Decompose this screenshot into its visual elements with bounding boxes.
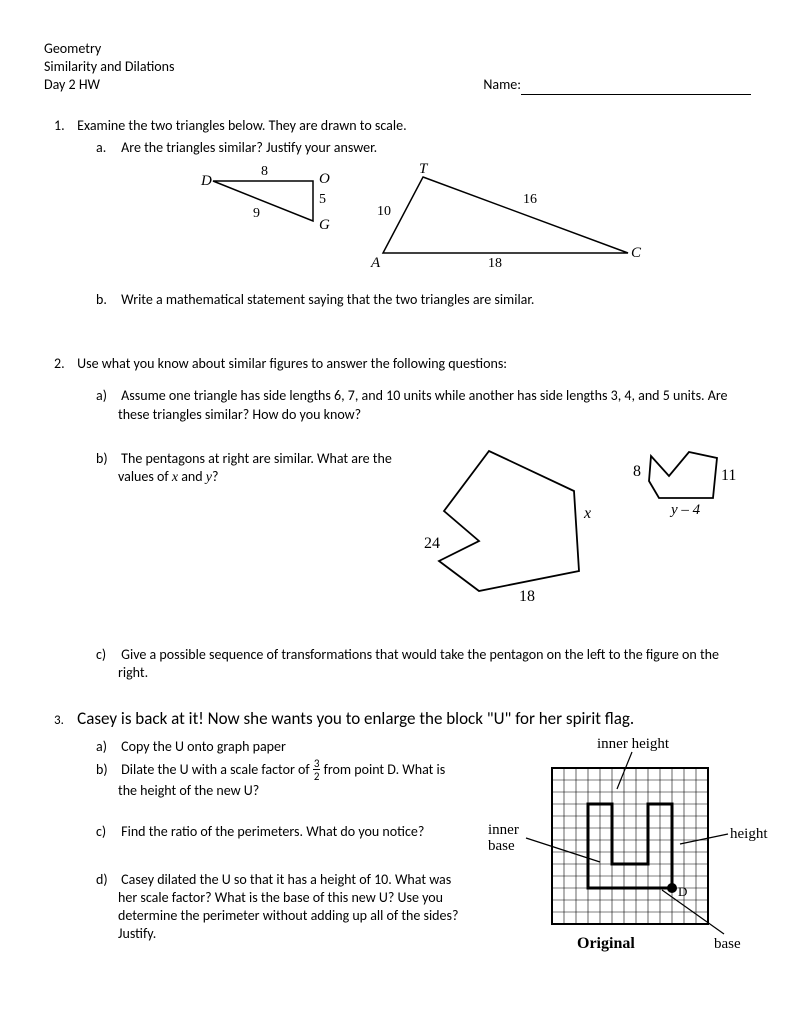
pent-18: 18	[519, 588, 535, 605]
q3c-letter: c)	[96, 823, 118, 841]
pentagon-small: 8 11 y – 4	[619, 446, 739, 536]
vertex-d: D	[200, 173, 212, 189]
q2b-t1: The pentagons at right are similar. What…	[118, 450, 392, 485]
question-3: 3. Casey is back at it! Now she wants yo…	[44, 708, 751, 964]
lbl-inner-height: inner height	[597, 736, 670, 752]
q2c-text: Give a possible sequence of transformati…	[118, 646, 719, 681]
side-18: 18	[488, 256, 502, 271]
vertex-o: O	[319, 171, 330, 187]
q2a-letter: a)	[96, 387, 118, 405]
q3a-text: Copy the U onto graph paper	[121, 738, 286, 755]
side-9: 9	[253, 206, 260, 221]
q2b-and: and	[178, 468, 206, 485]
lbl-inner-base: innerbase	[488, 822, 519, 854]
q3a-letter: a)	[96, 738, 118, 756]
q3-title: Casey is back at it! Now she wants you t…	[77, 708, 634, 729]
q1b-letter: b.	[96, 291, 118, 309]
name-field: Name:	[483, 76, 751, 94]
q2b-letter: b)	[96, 450, 118, 468]
q1a-text: Are the triangles similar? Justify your …	[121, 139, 377, 156]
q1a-letter: a.	[96, 139, 118, 157]
u-figure: inner height D innerbase height	[482, 734, 782, 964]
vertex-a: A	[370, 255, 381, 271]
q1-figures: D O G 8 5 9 T A C 16 10 18	[74, 163, 751, 273]
q3-number: 3.	[54, 713, 74, 730]
lbl-original: Original	[577, 935, 635, 952]
q1-number: 1.	[54, 117, 74, 135]
header: Geometry Similarity and Dilations Day 2 …	[44, 40, 751, 95]
q2b-text: The pentagons at right are similar. What…	[118, 450, 392, 485]
q2c-letter: c)	[96, 646, 118, 664]
q3b-text: Dilate the U with a scale factor of 32 f…	[118, 761, 445, 800]
q3d-letter: d)	[96, 871, 118, 889]
q2-number: 2.	[54, 355, 74, 373]
q2-text: Use what you know about similar figures …	[77, 355, 507, 372]
q3c-text: Find the ratio of the perimeters. What d…	[121, 823, 424, 840]
pent-24: 24	[424, 535, 440, 552]
question-1: 1. Examine the two triangles below. They…	[44, 117, 751, 310]
triangle-dog: D O G 8 5 9	[183, 163, 343, 243]
q2a-text: Assume one triangle has side lengths 6, …	[118, 387, 728, 422]
side-5: 5	[319, 192, 326, 207]
assignment-line: Day 2 HW	[44, 76, 100, 94]
side-16: 16	[523, 192, 537, 207]
lbl-base: base	[714, 936, 741, 952]
lbl-height: height	[730, 826, 768, 842]
pent-y4: y – 4	[669, 502, 701, 518]
q3b-letter: b)	[96, 761, 118, 779]
triangle-tac: T A C 16 10 18	[363, 163, 643, 273]
question-2: 2. Use what you know about similar figur…	[44, 355, 751, 682]
side-10: 10	[377, 204, 391, 219]
name-label: Name:	[483, 76, 521, 93]
topic-line: Similarity and Dilations	[44, 58, 751, 76]
vertex-g: G	[319, 217, 330, 233]
q1-text: Examine the two triangles below. They ar…	[77, 117, 406, 134]
q3d-text: Casey dilated the U so that it has a hei…	[118, 871, 458, 943]
q2b-t2: ?	[212, 468, 219, 485]
point-d: D	[678, 884, 687, 899]
pent-8: 8	[633, 463, 641, 480]
course-line: Geometry	[44, 40, 751, 58]
pent-11: 11	[721, 467, 736, 484]
q1b-text: Write a mathematical statement saying th…	[121, 291, 534, 308]
vertex-c: C	[631, 245, 642, 261]
vertex-t: T	[419, 161, 429, 177]
side-8: 8	[261, 164, 268, 179]
pent-x: x	[583, 505, 591, 522]
pentagon-large: x 24 18	[424, 446, 609, 606]
q3b-t1: Dilate the U with a scale factor of	[121, 761, 313, 778]
